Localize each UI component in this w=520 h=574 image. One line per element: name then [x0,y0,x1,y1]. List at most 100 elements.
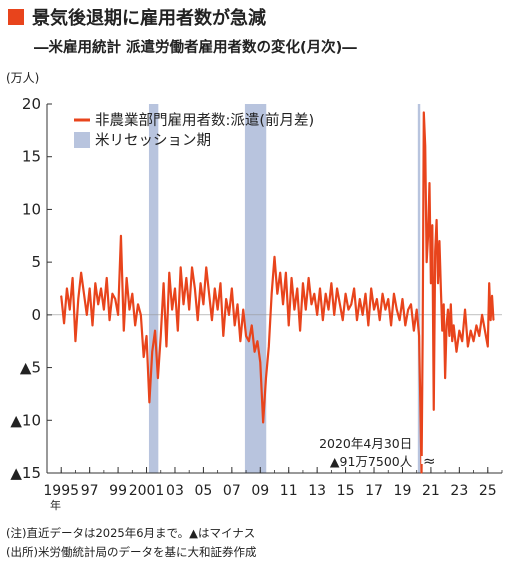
series-point [236,303,239,305]
title-square [8,9,24,25]
series-point [418,335,420,337]
recession-band [148,104,159,473]
series-point [487,345,489,348]
x-tick-label: 25 [479,483,497,499]
series-point [390,324,392,326]
x-tick-label: 17 [365,483,383,499]
series-point [350,303,352,305]
series-point [259,361,261,363]
series-point [199,282,202,284]
series-point [447,308,449,311]
series-point [66,287,68,290]
series-point [431,224,433,226]
series-point [404,324,406,326]
series-point [478,335,480,337]
x-tick-label: 1995 [43,483,79,499]
series-point [440,287,442,290]
series-point [290,277,293,279]
series-point [428,182,431,184]
annotation-value: ▲91万7500人 [330,454,413,469]
series-point [492,319,495,321]
y-tick-label: ▲10 [10,411,41,429]
recession-band [417,104,421,473]
series-point [430,282,432,284]
series-point [111,293,114,295]
series-point [242,308,244,311]
series-point [435,219,438,221]
series-point [461,340,463,342]
series-point [168,272,170,274]
series-point [333,314,335,316]
x-tick-label: 2001 [129,483,165,499]
series-point [450,303,452,305]
series-point [490,319,492,321]
footnote-source: (出所)米労働統計局のデータを基に大和証券作成 [6,545,257,559]
series-point [80,272,82,274]
series-point [353,287,355,290]
series-point [376,298,378,300]
x-tick-label: 05 [194,483,212,499]
x-tick-label: 15 [337,483,355,499]
series-point [433,409,435,411]
series-point [239,340,241,342]
x-tick-label: 03 [166,483,184,499]
series-point [71,277,74,279]
series-point [339,303,341,305]
series-point [288,324,290,326]
series-point [422,335,424,337]
series-point [91,324,94,326]
series-point [83,293,85,295]
series-point [424,145,426,147]
series-point [470,330,472,332]
y-tick-label: ▲5 [20,359,41,377]
series-point [413,330,415,332]
series-point [100,287,102,290]
series-point [299,330,301,332]
series-point [160,335,162,337]
series-point [393,293,395,295]
series-point [445,324,448,326]
x-tick-label: 21 [422,483,440,499]
series-point [359,298,361,300]
series-point [165,345,168,348]
series-point [202,303,205,305]
series-point [467,345,469,348]
series-point [322,319,324,321]
x-tick-label: 09 [251,483,269,499]
series-point [191,266,193,269]
series-point [106,277,108,279]
legend-swatch-band [74,132,90,148]
series-point [194,287,196,290]
series-point [253,351,256,353]
series-point [279,272,281,274]
legend: 非農業部門雇用者数:派遣(前月差) 米リセッション期 [74,112,314,149]
footnote-note: (注)直近データは2025年6月まで。▲はマイナス [6,526,255,540]
series-point [120,235,122,237]
series-point [128,308,131,311]
series-point [205,266,207,269]
series-point [63,322,65,324]
series-point [443,303,445,305]
series-point [251,324,253,326]
series-point [126,277,128,279]
series-point [248,340,250,342]
series-point [308,277,310,279]
series-point [217,308,219,311]
series-point [214,287,216,290]
series-point [208,293,210,295]
series-point [448,335,450,337]
x-tick-label: 19 [394,483,412,499]
series-point [336,287,338,290]
legend-label: 非農業部門雇用者数:派遣(前月差) [95,112,314,129]
series-point [491,295,493,297]
x-tick-label: 23 [450,483,468,499]
series-point [86,314,88,316]
series-point [211,319,213,321]
series-point [342,319,344,321]
series-point [310,303,313,305]
series-point [131,293,133,295]
x-tick-label: 99 [109,483,127,499]
series-point [444,377,446,379]
series-point [437,282,439,284]
